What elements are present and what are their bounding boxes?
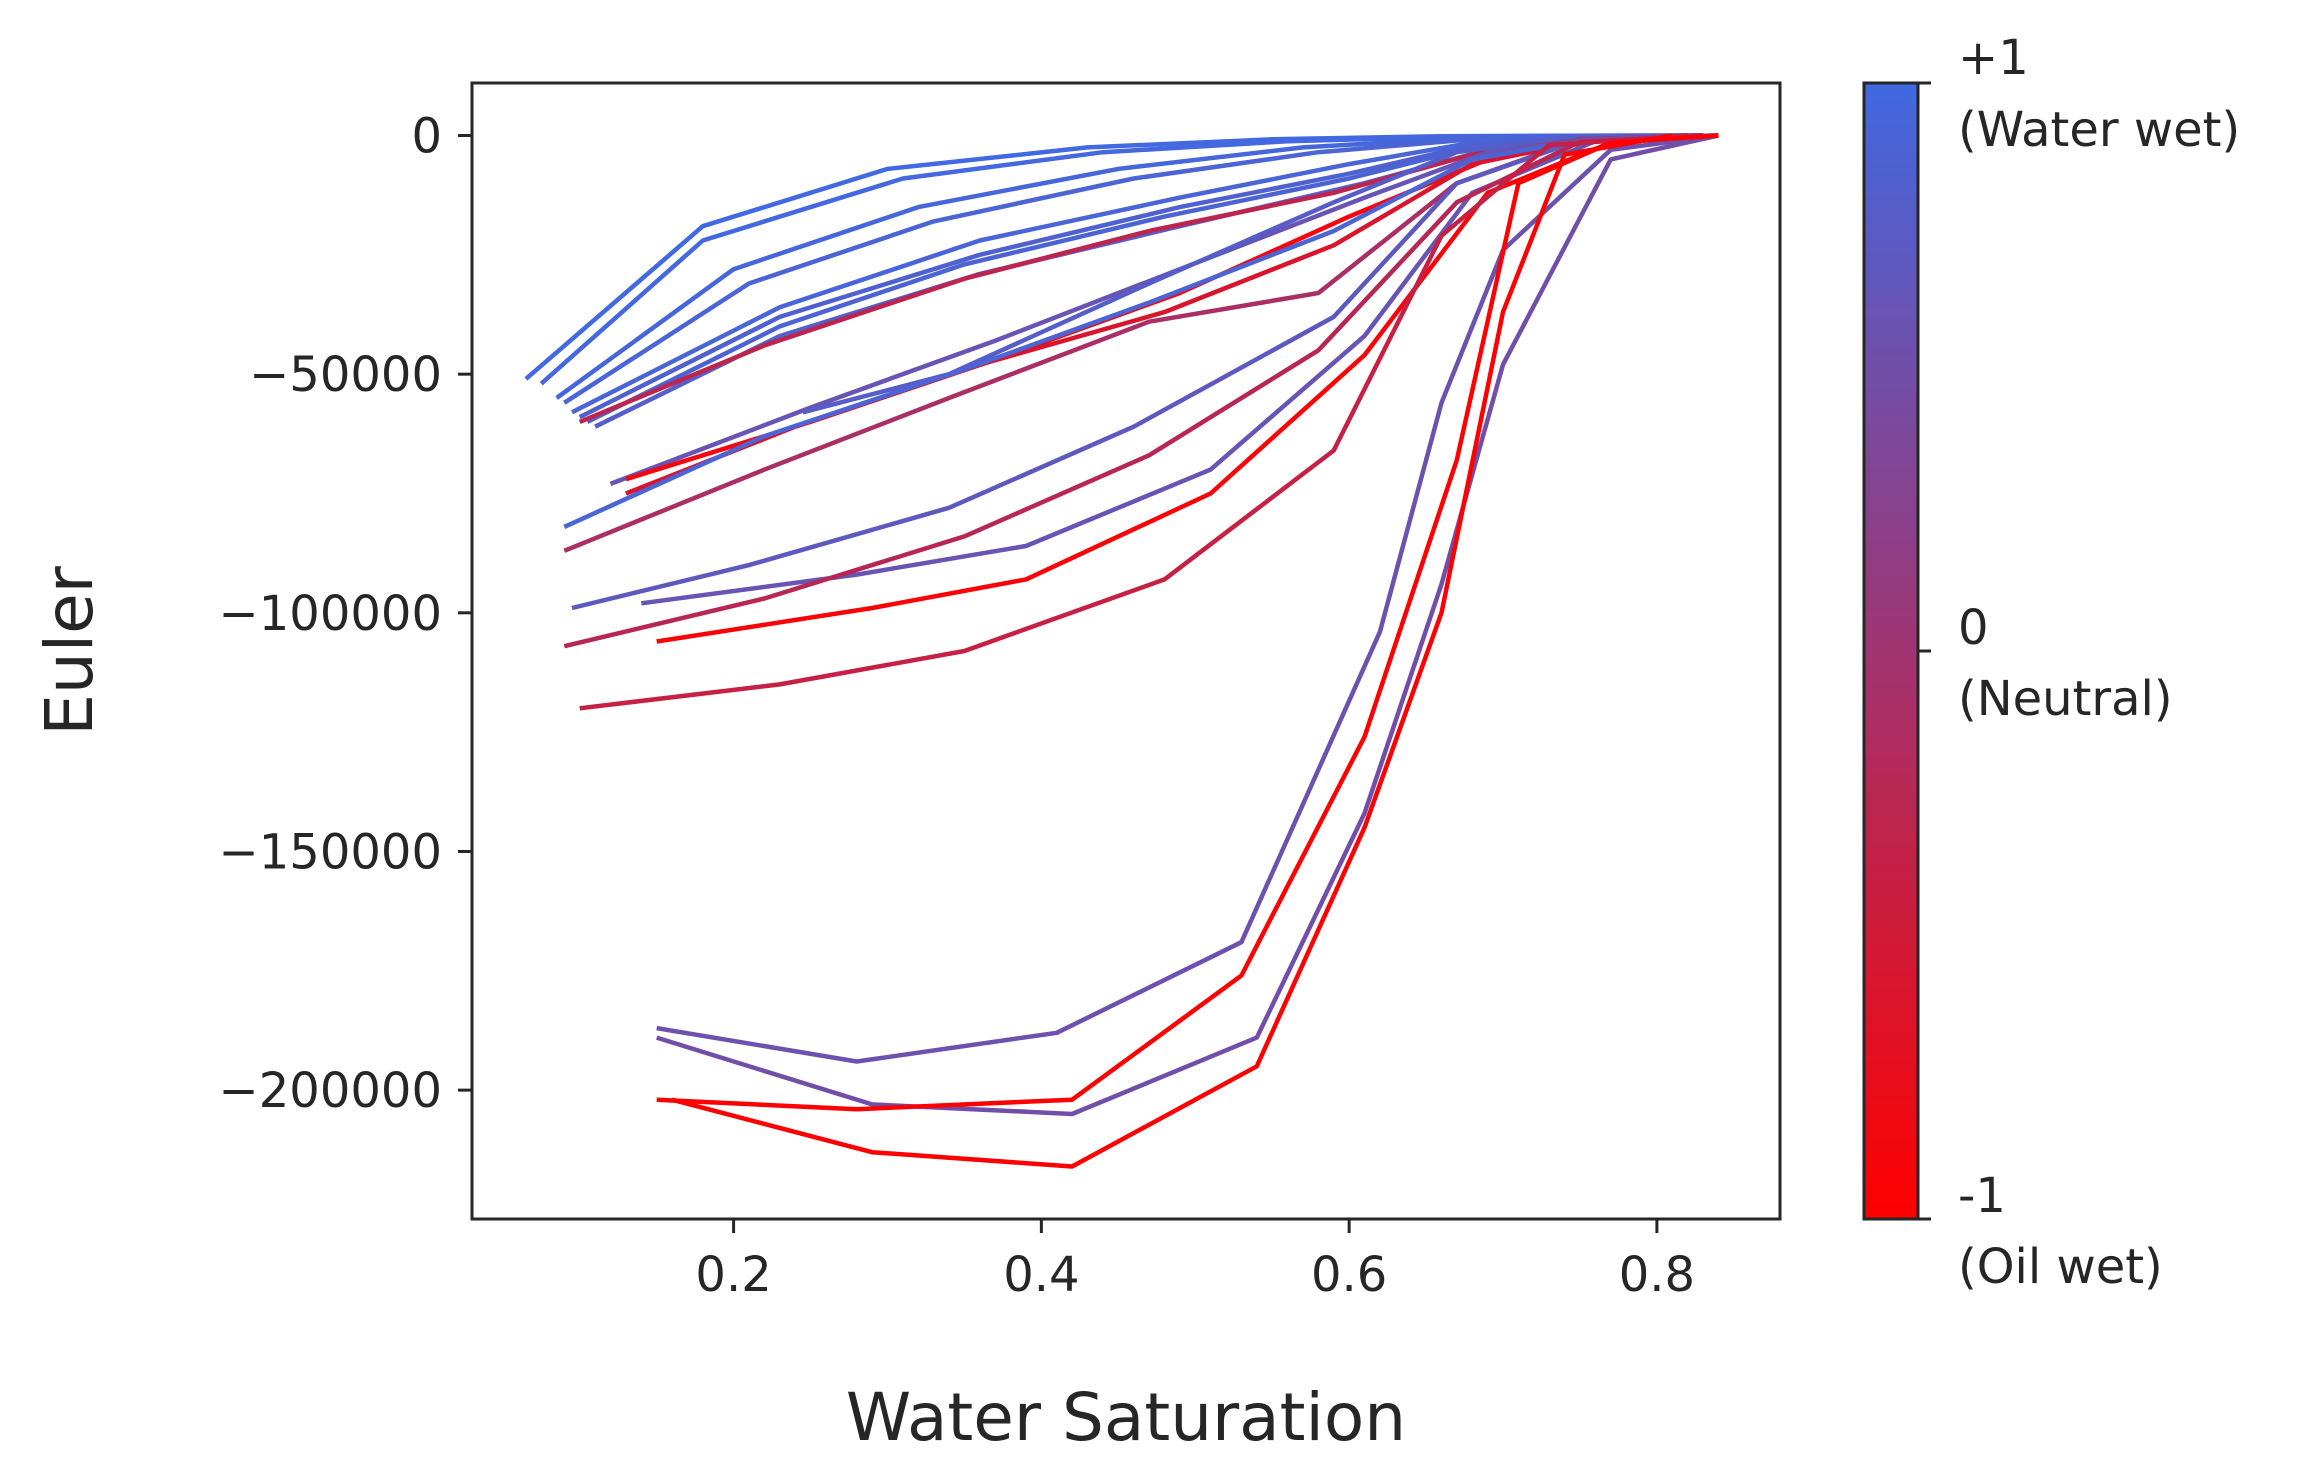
- x-axis-ticks: 0.2 0.4 0.6 0.8: [695, 1219, 1695, 1303]
- series-line-23: [656, 133, 1719, 1112]
- x-tick-label: 0.2: [695, 1247, 771, 1303]
- series-line-21: [656, 133, 1719, 1064]
- colorbar-label-mid-sub: (Neutral): [1958, 671, 2173, 727]
- series-line-20: [579, 133, 1688, 711]
- series-line-15: [563, 133, 1704, 553]
- series-line-16: [571, 133, 1704, 611]
- colorbar-gradient: [1862, 81, 1920, 1221]
- colorbar-label-mid: 0: [1958, 600, 1989, 656]
- series-line-2: [539, 133, 1704, 386]
- series-line-17: [641, 133, 1719, 606]
- x-tick-label: 0.8: [1619, 1247, 1695, 1303]
- x-tick-label: 0.6: [1311, 1247, 1387, 1303]
- series-layer: [524, 133, 1719, 1169]
- y-tick-label: −50000: [249, 347, 442, 403]
- series-line-24: [671, 133, 1673, 1169]
- plot-frame: [470, 81, 1782, 1221]
- colorbar-label-bottom-sub: (Oil wet): [1958, 1239, 2163, 1295]
- series-line-18: [563, 133, 1704, 649]
- y-tick-label: 0: [411, 109, 442, 165]
- colorbar: +1 (Water wet) 0 (Neutral) -1 (Oil wet): [1862, 30, 2240, 1295]
- x-axis-title: Water Saturation: [846, 1379, 1406, 1456]
- colorbar-label-top-sub: (Water wet): [1958, 102, 2240, 158]
- y-tick-label: −150000: [219, 824, 442, 880]
- y-tick-label: −100000: [219, 586, 442, 642]
- colorbar-label-top: +1: [1958, 30, 2029, 86]
- y-tick-label: −200000: [219, 1063, 442, 1119]
- y-axis-ticks: 0 −50000 −100000 −150000 −200000: [219, 109, 472, 1119]
- colorbar-label-bottom: -1: [1958, 1168, 2006, 1224]
- y-axis-title: Euler: [31, 565, 108, 735]
- x-tick-label: 0.4: [1003, 1247, 1079, 1303]
